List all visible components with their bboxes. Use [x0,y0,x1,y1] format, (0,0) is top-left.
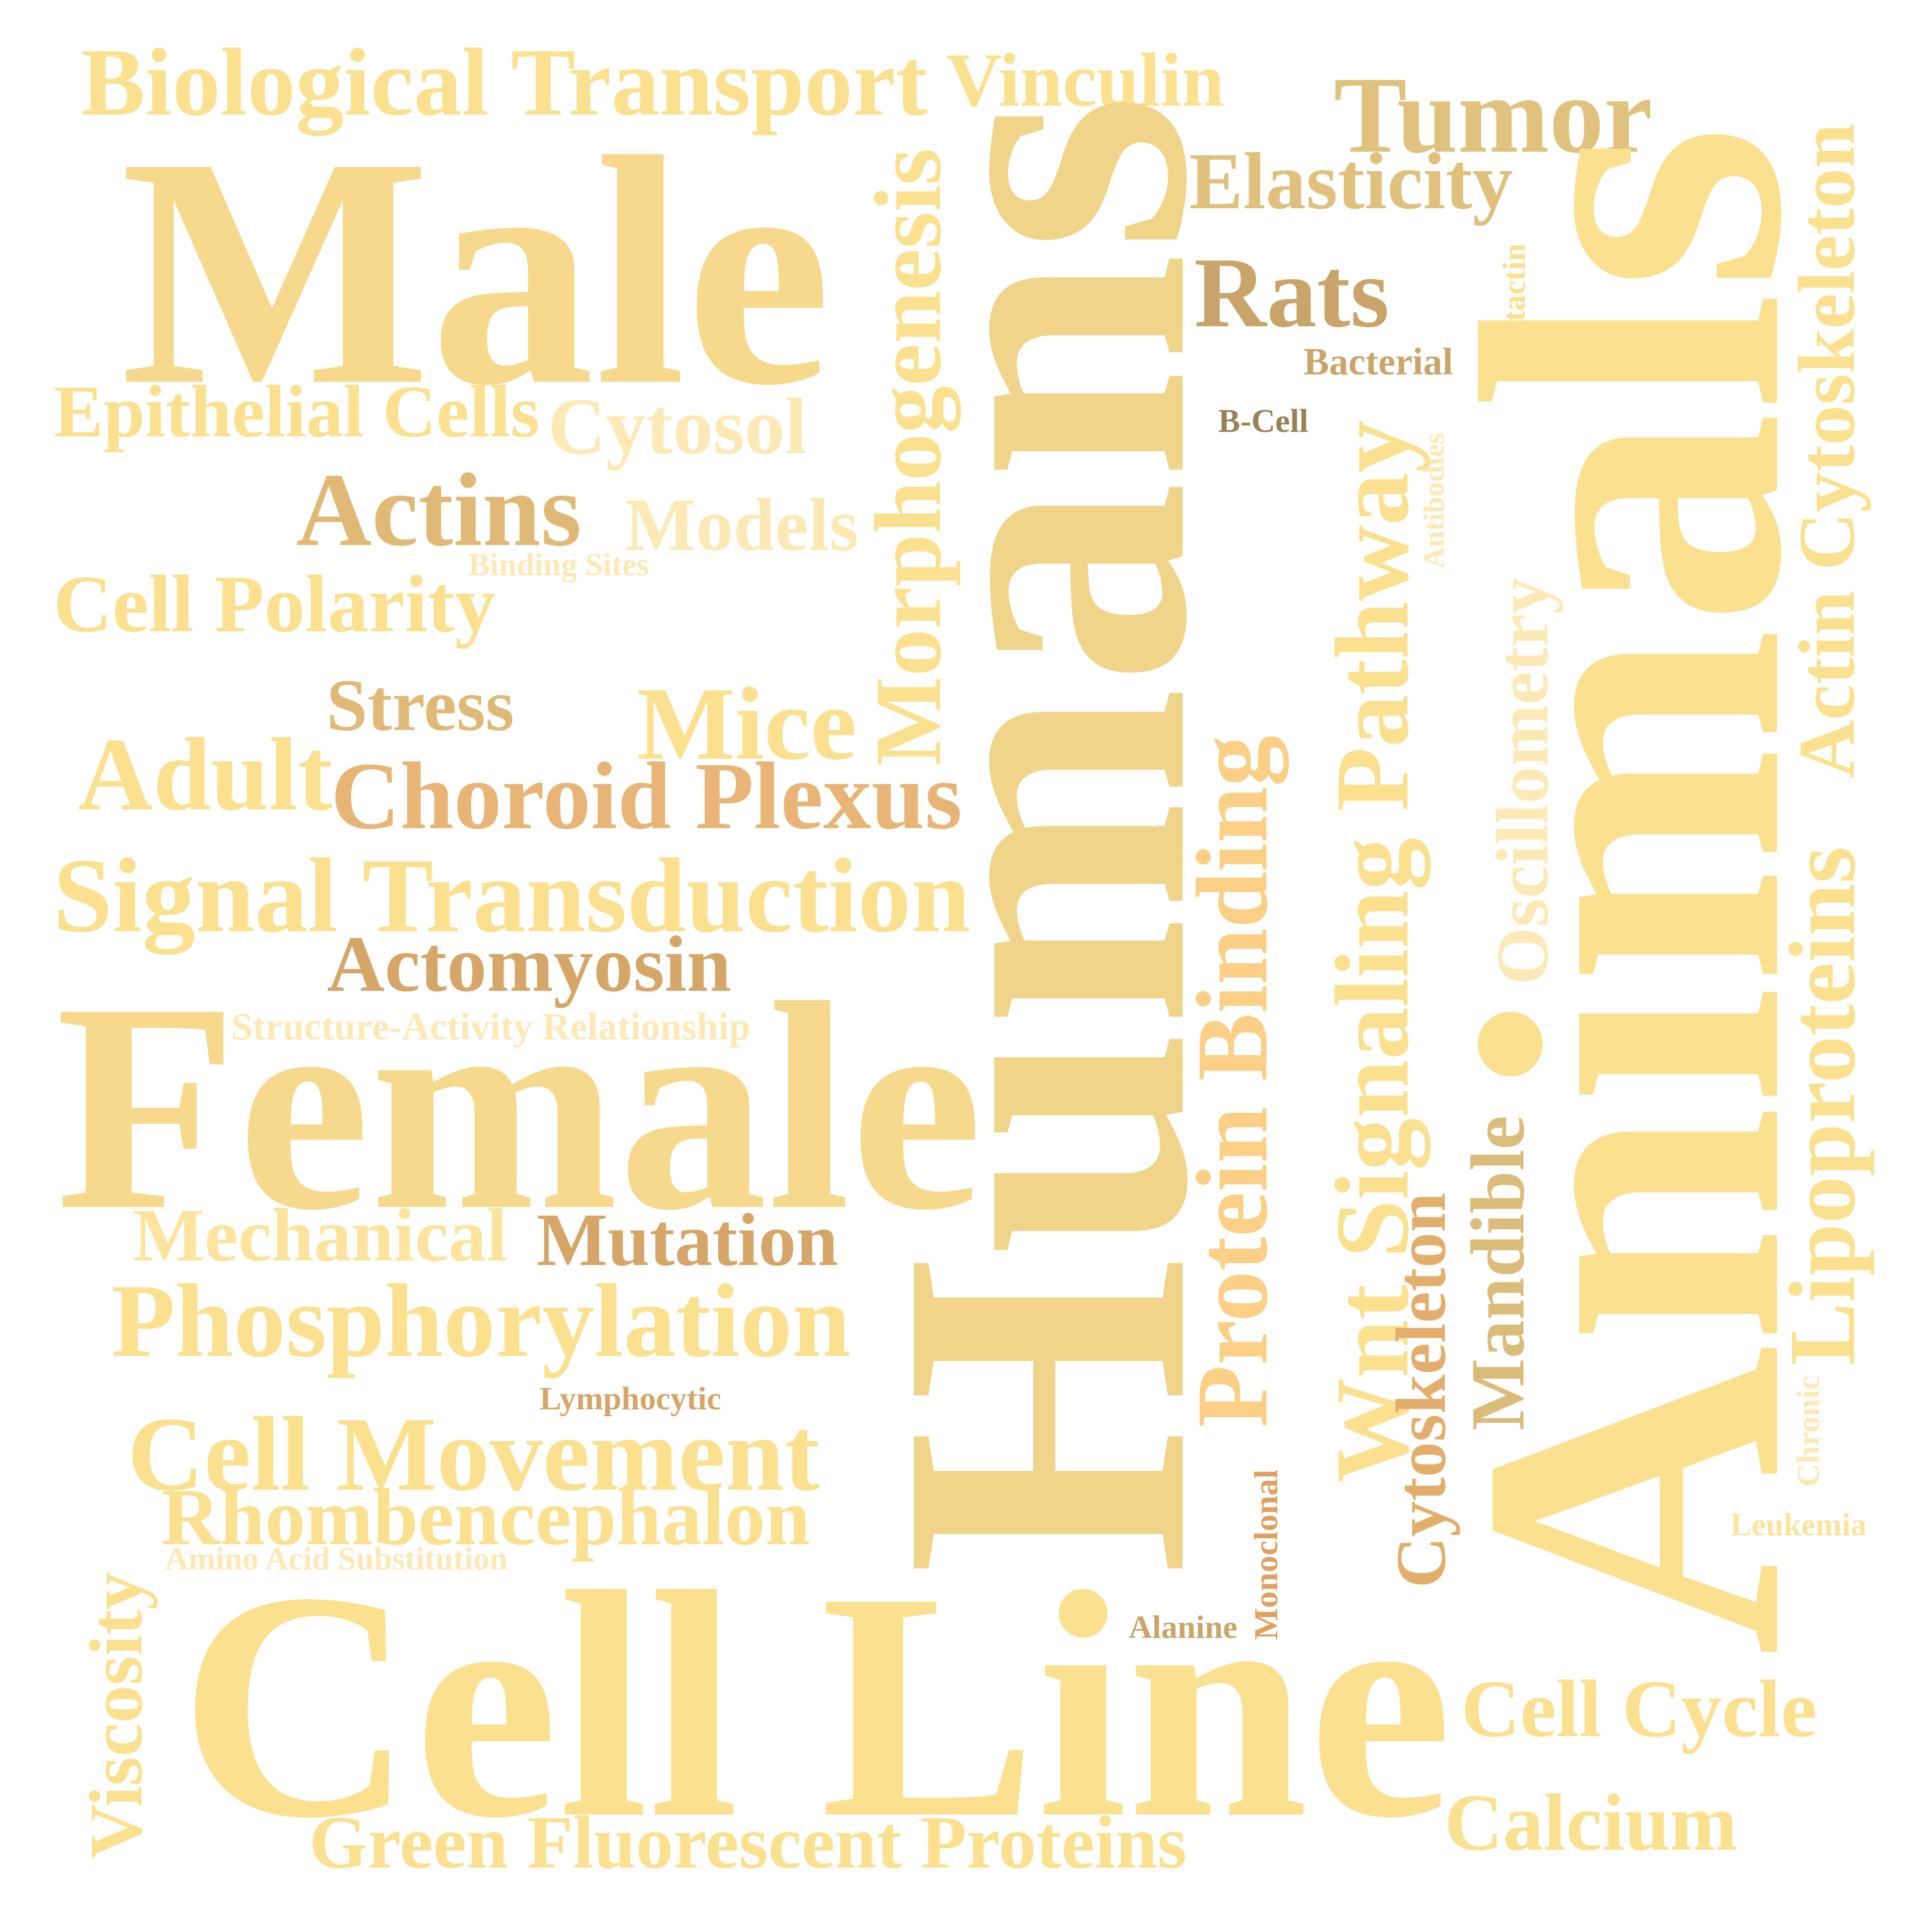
word-cell-movement: Cell Movement [127,1395,820,1513]
word-morphogenesis: Morphogenesis [855,148,961,767]
word-rhombencephalon: Rhombencephalon [161,1472,810,1563]
word-binding-sites: Binding Sites [468,546,649,582]
word-biological-transport: Biological Transport [81,29,928,136]
word-bacterial: Bacterial [1303,340,1453,383]
word-choroid-plexus: Choroid Plexus [330,742,962,849]
word-rats: Rats [1194,237,1390,349]
word-actins: Actins [296,452,582,568]
word-mechanical: Mechanical [133,1193,507,1277]
word-male: Male [121,90,831,454]
word-elasticity: Elasticity [1189,136,1513,226]
word-cytosol: Cytosol [548,381,808,471]
word-actomyosin: Actomyosin [327,919,732,1009]
word-mutation: Mutation [536,1198,838,1281]
word-green-fluorescent-proteins: Green Fluorescent Proteins [309,1800,1187,1884]
word-b-cell: B-Cell [1218,403,1309,440]
word-phosphorylation: Phosphorylation [111,1263,851,1379]
word-mice: Mice [636,666,857,782]
word-actin-cytoskeleton: Actin Cytoskeleton [1782,123,1872,779]
word-leukemia: Leukemia [1730,1507,1867,1543]
word-models: Models [624,483,859,567]
word-calcium: Calcium [1444,1777,1738,1868]
word-protein-binding: Protein Binding [1176,735,1289,1428]
word-structure-activity-relationship: Structure-Activity Relationship [231,1005,750,1048]
word-chronic: Chronic [1790,1375,1826,1487]
word-lipoproteins: Lipoproteins [1770,846,1875,1366]
word-cell-polarity: Cell Polarity [53,558,496,650]
word-lymphocytic: Lymphocytic [539,1381,721,1417]
word-signal-transduction: Signal Transduction [53,837,971,955]
word-female: Female [56,942,983,1272]
word-cell-line: Cell Line [179,1525,1453,1885]
word-cell-cycle: Cell Cycle [1461,1663,1817,1754]
word-amino-acid-substitution: Amino Acid Substitution [165,1541,508,1577]
word-viscosity: Viscosity [74,1571,158,1859]
word-vinculin: Vinculin [946,37,1225,122]
word-tumor: Tumor [1333,54,1653,176]
word-epithelial-cells: Epithelial Cells [54,370,540,453]
word-stress: Stress [326,664,514,747]
word-adult: Adult [78,717,333,832]
word-alanine: Alanine [1128,1609,1238,1646]
